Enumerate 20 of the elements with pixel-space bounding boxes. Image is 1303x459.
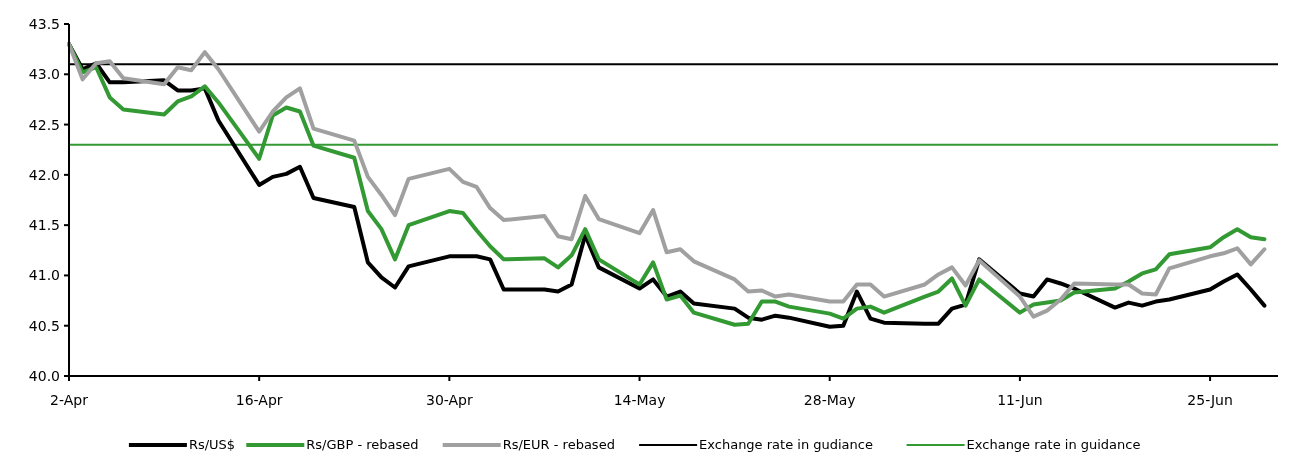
y-tick-label: 41.5 xyxy=(28,217,60,234)
legend-label: Rs/GBP - rebased xyxy=(306,437,419,452)
legend-label: Rs/EUR - rebased xyxy=(502,437,615,452)
x-tick-label: 11-Jun xyxy=(997,392,1043,408)
y-tick-label: 43.0 xyxy=(28,66,60,83)
x-tick-label: 25-Jun xyxy=(1187,392,1233,408)
x-tick-label: 2-Apr xyxy=(50,392,89,408)
legend-label: Exchange rate in guidance xyxy=(966,437,1141,452)
y-tick-label: 41.0 xyxy=(28,267,60,284)
x-tick-label: 30-Apr xyxy=(425,392,473,408)
x-tick-label: 28-May xyxy=(803,392,856,408)
x-tick-label: 14-May xyxy=(613,392,666,408)
y-tick-label: 42.0 xyxy=(28,166,60,183)
legend-label: Exchange rate in gudiance xyxy=(699,437,873,452)
y-tick-label: 43.5 xyxy=(28,16,60,32)
y-tick-label: 40.5 xyxy=(28,317,60,334)
legend-label: Rs/US$ xyxy=(188,437,236,452)
x-tick-label: 16-Apr xyxy=(235,392,283,408)
y-tick-label: 40.0 xyxy=(28,368,60,384)
y-tick-label: 42.5 xyxy=(28,116,60,133)
